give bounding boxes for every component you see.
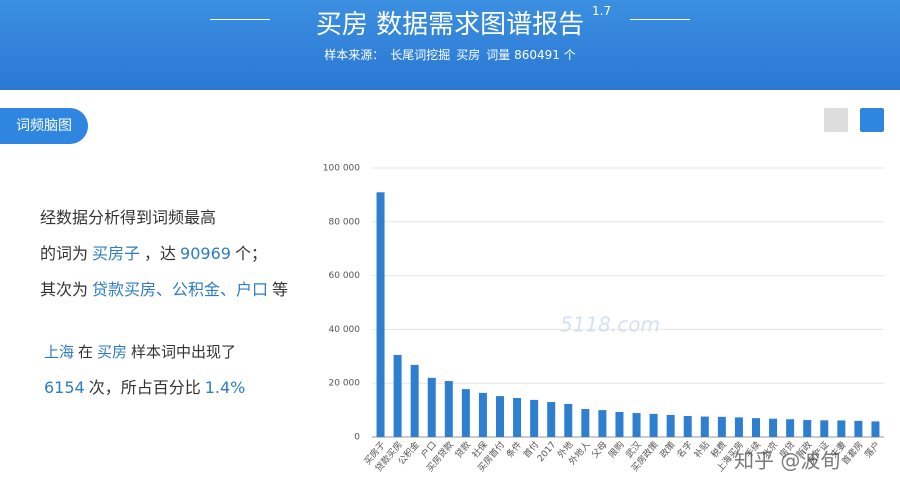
- bar: [513, 397, 522, 437]
- summary-line: 其次为 贷款买房、公积金、户口等: [40, 272, 288, 308]
- source-part: 买房: [456, 48, 481, 62]
- version: 1.7: [592, 4, 612, 18]
- decor-line: [630, 19, 690, 20]
- source-part: 词量 860491 个: [486, 48, 576, 62]
- x-tick-label: 条件: [504, 439, 525, 461]
- highlight: 上海: [44, 343, 75, 361]
- view-icon[interactable]: [824, 108, 848, 132]
- bar: [496, 396, 504, 437]
- bar: [427, 377, 436, 437]
- bar: [837, 420, 846, 437]
- summary-line: 上海在买房 样本词中出现了: [40, 334, 288, 370]
- summary-text: 次，所占百分比: [88, 378, 201, 397]
- header: 买房 数据需求图谱报告 1.7 样本来源： 长尾词挖掘 买房 词量 860491 个: [0, 0, 900, 90]
- bar: [717, 416, 726, 437]
- summary: 经数据分析得到词频最高 的词为 买房子 ，达 90969 个； 其次为 贷款买房、公积金、户口…: [40, 200, 288, 406]
- bar: [615, 411, 624, 437]
- x-tick-label: 政策: [657, 439, 678, 461]
- tab[interactable]: 词频脑图: [0, 108, 88, 144]
- summary-line: 经数据分析得到词频最高: [40, 200, 288, 236]
- y-tick-label: 40 000: [329, 325, 361, 335]
- x-tick-label: 补贴: [691, 439, 712, 461]
- highlight: 6154: [44, 378, 85, 397]
- summary-line: 的词为 买房子 ，达 90969 个；: [40, 236, 288, 272]
- bar: [871, 421, 880, 437]
- bar: [478, 392, 487, 437]
- highlight: 贷款买房、公积金、户口: [92, 280, 269, 299]
- bar: [700, 416, 709, 437]
- bar: [376, 192, 385, 437]
- bar: [530, 399, 539, 437]
- bar: [410, 364, 419, 437]
- x-tick-label: 2017: [536, 440, 558, 464]
- bar: [683, 416, 692, 437]
- summary-text: 样本词中出现了: [131, 343, 237, 361]
- bar: [649, 413, 658, 437]
- highlight: 1.4%: [204, 378, 246, 397]
- bar: [734, 417, 743, 437]
- summary-text: 经数据分析得到词频最高: [40, 208, 217, 227]
- bar: [820, 420, 829, 437]
- bar: [632, 413, 641, 437]
- bar: [769, 418, 778, 437]
- x-tick-label: 限购: [606, 439, 627, 461]
- bar: [393, 354, 402, 437]
- source-part: 样本来源：: [324, 48, 385, 62]
- bar: [564, 403, 573, 437]
- summary-text: 在: [78, 343, 94, 361]
- summary-text: ，达: [144, 244, 177, 263]
- y-tick-label: 100 000: [323, 164, 360, 174]
- highlight: 买房子: [92, 244, 141, 263]
- source: 样本来源： 长尾词挖掘 买房 词量 860491 个: [0, 46, 900, 63]
- bar: [752, 418, 760, 437]
- y-tick-label: 80 000: [329, 217, 361, 227]
- bar: [854, 420, 863, 437]
- x-tick-label: 贷款: [452, 439, 473, 461]
- y-tick-label: 20 000: [329, 379, 361, 389]
- x-tick-label: 父母: [590, 439, 610, 460]
- y-tick-label: 60 000: [329, 271, 361, 281]
- y-tick-label: 0: [354, 433, 360, 443]
- bar: [444, 381, 453, 437]
- bar: [786, 419, 795, 437]
- chart-icon[interactable]: [860, 108, 884, 132]
- summary-text: 等: [272, 280, 289, 299]
- summary-text: 的词为: [40, 244, 89, 263]
- bar: [581, 409, 590, 437]
- summary-line: 6154 次，所占百分比 1.4%: [40, 370, 288, 406]
- watermark: 知乎 @波旬: [734, 449, 840, 473]
- source-part: 长尾词挖掘: [390, 48, 451, 62]
- x-tick-label: 落户: [862, 439, 883, 461]
- bar: [598, 410, 607, 437]
- bar: [666, 414, 675, 437]
- bar: [803, 420, 812, 437]
- highlight: 90969: [180, 244, 231, 263]
- bar: [461, 389, 470, 437]
- bar: [547, 402, 556, 437]
- summary-text: 其次为: [40, 280, 89, 299]
- title: 买房 数据需求图谱报告: [315, 10, 585, 40]
- highlight: 买房: [97, 343, 128, 361]
- decor-line: [210, 19, 270, 20]
- watermark: 5118.com: [560, 313, 660, 337]
- x-tick-label: 名字: [674, 439, 695, 461]
- summary-text: 个；: [234, 244, 267, 263]
